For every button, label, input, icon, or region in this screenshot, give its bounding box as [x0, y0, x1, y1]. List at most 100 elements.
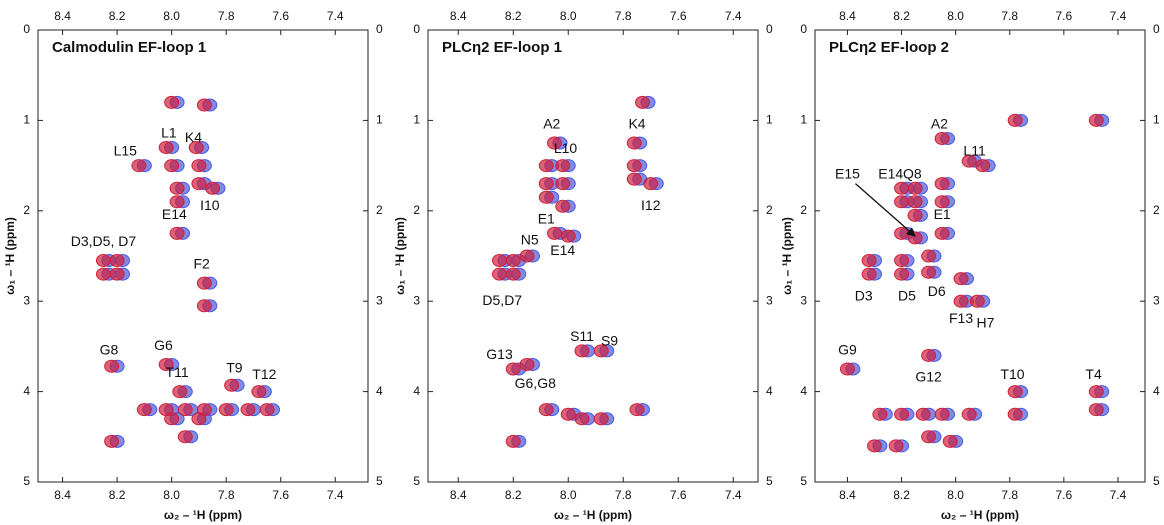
x-tick-label: 7.6	[272, 488, 289, 502]
y-tick-label: 5	[376, 474, 383, 488]
peak	[538, 403, 554, 417]
peak	[921, 265, 937, 279]
y-tick-label: 4	[1153, 384, 1160, 398]
y-tick-label: 1	[23, 113, 30, 127]
peak	[593, 344, 609, 358]
peak-label: D5,D7	[482, 292, 522, 308]
peak-label: G13	[486, 346, 513, 362]
y-tick-label: 1	[376, 113, 383, 127]
x-tick-label: 8.0	[947, 488, 964, 502]
peak	[169, 226, 185, 240]
peak-label: E1	[538, 211, 555, 227]
x-tick-label: 8.0	[560, 488, 577, 502]
peak	[643, 177, 659, 191]
peak	[574, 344, 590, 358]
plot-frame	[37, 29, 369, 483]
peak	[196, 276, 212, 290]
peak	[921, 249, 937, 263]
x-axis-label: ω₂ – ¹H (ppm)	[164, 508, 242, 522]
peak	[1007, 385, 1023, 399]
peak	[177, 430, 193, 444]
y-tick-label: 3	[1153, 293, 1160, 307]
peak	[626, 172, 642, 186]
x-tick-label: 8.2	[109, 488, 126, 502]
y-tick-label: 3	[413, 293, 420, 307]
x-tick-label: 8.0	[947, 9, 964, 23]
x-tick-label: 8.4	[839, 488, 856, 502]
y-tick-label: 0	[376, 22, 383, 36]
y-tick-label: 3	[23, 293, 30, 307]
peak	[934, 131, 950, 145]
peak	[191, 159, 207, 173]
y-axis-label: ω₁ – ¹H (ppm)	[780, 217, 794, 295]
peak	[934, 407, 950, 421]
peak	[104, 434, 120, 448]
y-tick-label: 2	[766, 203, 773, 217]
peak	[894, 407, 910, 421]
x-tick-label: 7.6	[670, 488, 687, 502]
peak	[921, 348, 937, 362]
chart-title: PLCη2 EF-loop 1	[442, 39, 562, 56]
peak-label: L10	[554, 140, 578, 156]
peak-label: D3,D5, D7	[71, 233, 137, 249]
y-tick-label: 5	[800, 474, 807, 488]
peak-label: F13	[949, 310, 973, 326]
y-tick-label: 5	[766, 474, 773, 488]
peak	[975, 159, 991, 173]
y-tick-label: 3	[800, 293, 807, 307]
peak	[492, 267, 507, 281]
peak	[839, 362, 855, 376]
peak-label: D5	[898, 287, 916, 303]
peak	[109, 254, 125, 268]
y-tick-label: 3	[376, 293, 383, 307]
peak	[188, 141, 204, 155]
peak	[907, 195, 923, 209]
x-tick-label: 7.8	[615, 9, 632, 23]
peak	[240, 403, 256, 417]
x-tick-label: 8.2	[893, 488, 910, 502]
peak	[205, 181, 221, 195]
peak	[921, 430, 937, 444]
peak	[164, 159, 180, 173]
peak-label: K4	[628, 116, 645, 132]
x-tick-label: 7.8	[615, 488, 632, 502]
y-tick-label: 0	[766, 22, 773, 36]
y-tick-label: 0	[800, 22, 807, 36]
peak	[538, 177, 554, 191]
y-tick-label: 2	[23, 203, 30, 217]
peak	[555, 199, 571, 213]
plot-frame	[427, 29, 759, 483]
peak	[626, 136, 642, 150]
peak-label: D3	[855, 287, 873, 303]
x-tick-label: 8.4	[450, 9, 467, 23]
peak	[1007, 113, 1023, 127]
peak	[593, 412, 609, 426]
peak	[158, 141, 174, 155]
peak	[894, 254, 910, 268]
peak-label: E1	[934, 206, 951, 222]
peak	[109, 267, 125, 281]
y-tick-label: 4	[376, 384, 383, 398]
peak	[1007, 407, 1023, 421]
peak	[169, 195, 185, 209]
y-tick-label: 4	[23, 384, 30, 398]
x-tick-label: 7.6	[1056, 9, 1073, 23]
peak-label: L11	[963, 143, 986, 159]
peak	[95, 267, 111, 281]
y-tick-label: 1	[800, 113, 807, 127]
y-tick-label: 1	[1153, 113, 1160, 127]
y-tick-label: 5	[1153, 474, 1160, 488]
peak-label: Q8	[903, 165, 922, 181]
peak	[196, 299, 212, 313]
peak-label: A2	[543, 116, 560, 132]
peak	[915, 407, 931, 421]
peak-label: E14	[162, 206, 187, 222]
peak	[934, 195, 950, 209]
peak	[177, 403, 193, 417]
peak	[861, 267, 877, 281]
peak	[907, 208, 923, 222]
peak	[136, 403, 152, 417]
x-tick-label: 7.6	[670, 9, 687, 23]
chart-title: PLCη2 EF-loop 2	[829, 39, 949, 56]
peak	[191, 177, 207, 191]
